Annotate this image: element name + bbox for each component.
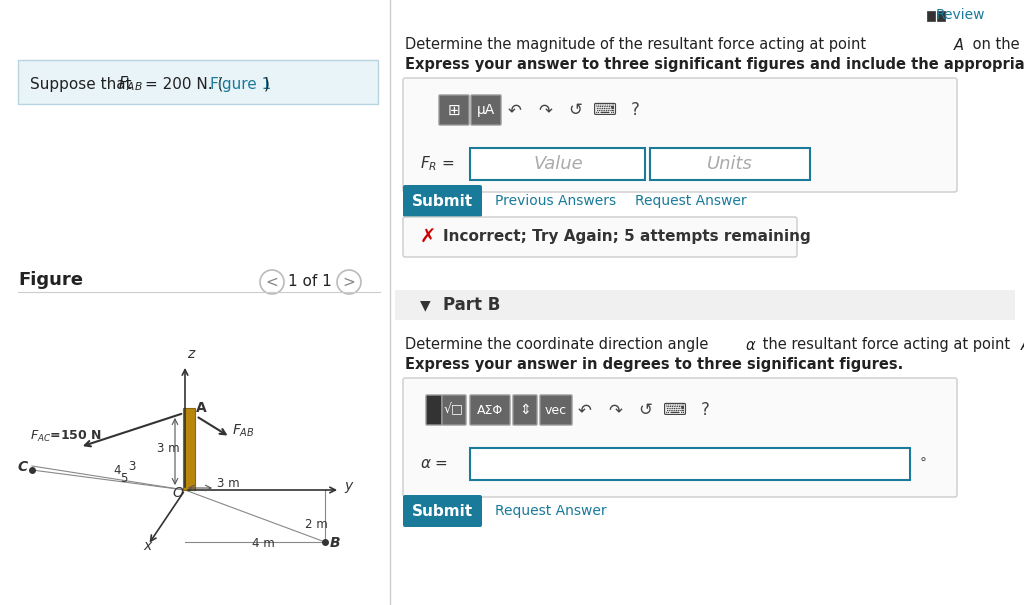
Text: Determine the coordinate direction angle: Determine the coordinate direction angle	[406, 338, 713, 353]
Text: Request Answer: Request Answer	[495, 504, 606, 518]
Text: 5: 5	[120, 472, 127, 485]
FancyBboxPatch shape	[650, 148, 810, 180]
Text: ?: ?	[700, 401, 710, 419]
Text: $\alpha$: $\alpha$	[745, 338, 757, 353]
Text: ⊞: ⊞	[447, 102, 461, 117]
Text: y: y	[344, 479, 352, 493]
FancyBboxPatch shape	[403, 495, 482, 527]
Text: <: <	[265, 275, 279, 290]
FancyBboxPatch shape	[937, 11, 945, 21]
Text: = 200 N. (: = 200 N. (	[145, 76, 223, 91]
FancyBboxPatch shape	[442, 395, 466, 425]
Text: 3: 3	[128, 460, 135, 473]
FancyBboxPatch shape	[403, 217, 797, 257]
Text: ⌨: ⌨	[593, 101, 617, 119]
Text: Units: Units	[707, 155, 753, 173]
FancyBboxPatch shape	[513, 395, 537, 425]
Text: Value: Value	[534, 155, 583, 173]
FancyBboxPatch shape	[470, 395, 510, 425]
Text: ↶: ↶	[508, 101, 522, 119]
Text: $F_{AB}$: $F_{AB}$	[232, 423, 255, 439]
FancyBboxPatch shape	[403, 78, 957, 192]
Text: ↷: ↷	[538, 101, 552, 119]
Text: Determine the magnitude of the resultant force acting at point: Determine the magnitude of the resultant…	[406, 38, 870, 53]
Text: Suppose that: Suppose that	[30, 76, 136, 91]
FancyBboxPatch shape	[927, 11, 935, 21]
FancyBboxPatch shape	[18, 60, 378, 104]
Text: Figure: Figure	[18, 271, 83, 289]
Text: Express your answer in degrees to three significant figures.: Express your answer in degrees to three …	[406, 358, 903, 373]
Text: Figure 1: Figure 1	[210, 76, 271, 91]
Text: ↺: ↺	[568, 101, 582, 119]
Text: on the post.: on the post.	[968, 38, 1024, 53]
FancyBboxPatch shape	[426, 395, 442, 425]
Text: $A$: $A$	[953, 37, 965, 53]
Text: O: O	[172, 486, 183, 500]
Text: $F_{AC}$=150 N: $F_{AC}$=150 N	[30, 429, 101, 444]
FancyBboxPatch shape	[470, 448, 910, 480]
FancyBboxPatch shape	[439, 95, 469, 125]
FancyBboxPatch shape	[471, 95, 501, 125]
Text: Submit: Submit	[412, 194, 472, 209]
Text: ↺: ↺	[638, 401, 652, 419]
Text: Part B: Part B	[443, 296, 501, 314]
Text: ?: ?	[631, 101, 639, 119]
Text: ↷: ↷	[608, 401, 622, 419]
Text: z: z	[187, 347, 195, 361]
Text: Previous Answers: Previous Answers	[495, 194, 616, 208]
Text: ✗: ✗	[420, 227, 436, 246]
Text: 3 m: 3 m	[157, 442, 179, 455]
Text: $\alpha$ =: $\alpha$ =	[420, 457, 449, 471]
Text: Review: Review	[936, 8, 985, 22]
Text: ΑΣΦ: ΑΣΦ	[477, 404, 503, 416]
Text: ▼: ▼	[420, 298, 431, 312]
Text: ↶: ↶	[579, 401, 592, 419]
Text: 4 m: 4 m	[252, 537, 274, 550]
FancyBboxPatch shape	[403, 378, 957, 497]
Text: 2 m: 2 m	[305, 518, 328, 531]
Text: μA: μA	[477, 103, 496, 117]
Text: >: >	[343, 275, 355, 290]
Text: x: x	[143, 539, 152, 553]
FancyBboxPatch shape	[395, 290, 1015, 320]
Text: Submit: Submit	[412, 503, 472, 518]
FancyBboxPatch shape	[403, 185, 482, 217]
Text: $A$: $A$	[1020, 337, 1024, 353]
Text: the resultant force acting at point: the resultant force acting at point	[758, 338, 1015, 353]
FancyBboxPatch shape	[540, 395, 572, 425]
Text: $F_R$ =: $F_R$ =	[420, 155, 455, 174]
Text: ⇕: ⇕	[519, 403, 530, 417]
Text: C: C	[18, 460, 28, 474]
Text: √□: √□	[444, 404, 464, 416]
Text: vec: vec	[545, 404, 567, 416]
Polygon shape	[183, 408, 195, 490]
Text: A: A	[196, 401, 207, 415]
Text: Incorrect; Try Again; 5 attempts remaining: Incorrect; Try Again; 5 attempts remaini…	[443, 229, 811, 244]
Text: B: B	[330, 536, 341, 550]
Text: 4: 4	[113, 464, 121, 477]
Text: 1 of 1: 1 of 1	[288, 275, 332, 290]
Text: ⌨: ⌨	[663, 401, 687, 419]
Text: Request Answer: Request Answer	[635, 194, 746, 208]
Text: Express your answer to three significant figures and include the appropriate uni: Express your answer to three significant…	[406, 57, 1024, 73]
Text: 3 m: 3 m	[217, 477, 240, 490]
FancyBboxPatch shape	[470, 148, 645, 180]
Text: $F_{AB}$: $F_{AB}$	[118, 74, 142, 93]
Text: °: °	[920, 457, 927, 471]
Text: ): )	[264, 76, 270, 91]
